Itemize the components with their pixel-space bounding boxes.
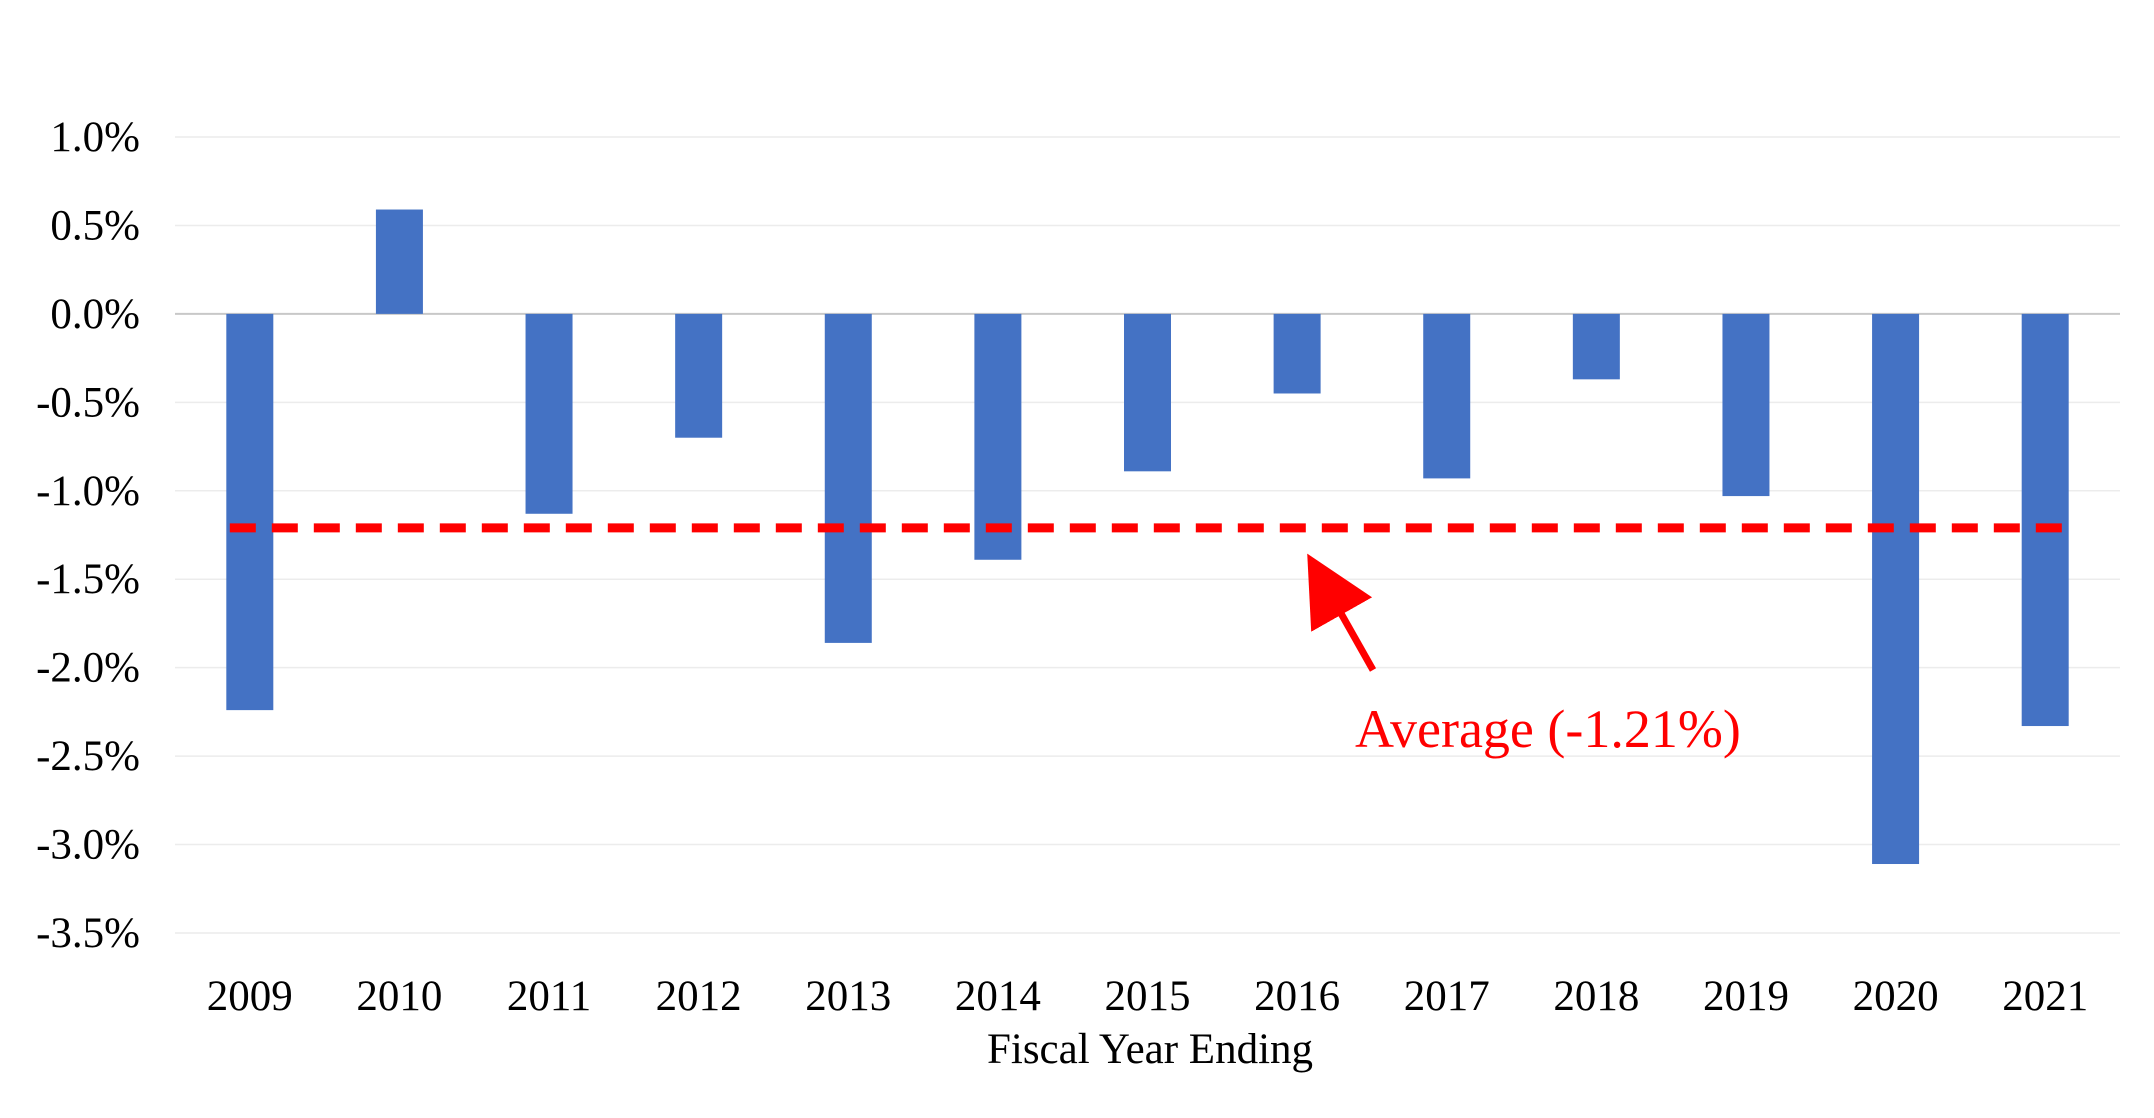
bar xyxy=(675,313,723,438)
x-tick-label: 2019 xyxy=(1703,973,1789,1020)
bar xyxy=(974,313,1022,560)
x-axis-title: Fiscal Year Ending xyxy=(987,1026,1313,1073)
x-tick-label: 2016 xyxy=(1254,973,1340,1020)
y-tick-label: -0.5% xyxy=(36,379,140,426)
average-label: Average (-1.21%) xyxy=(1355,699,1741,759)
x-tick-label: 2018 xyxy=(1553,973,1639,1020)
y-tick-label: -3.5% xyxy=(36,910,140,957)
bar xyxy=(1273,313,1321,394)
bar xyxy=(226,313,274,711)
x-tick-label: 2012 xyxy=(656,973,742,1020)
y-tick-label: 1.0% xyxy=(50,114,140,161)
bar-series xyxy=(226,209,2069,865)
x-tick-label: 2020 xyxy=(1853,973,1939,1020)
bar xyxy=(525,313,573,514)
x-tick-label: 2013 xyxy=(805,973,891,1020)
x-tick-label: 2009 xyxy=(207,973,293,1020)
bar xyxy=(375,209,423,314)
average-overlay: Average (-1.21%) xyxy=(229,523,2066,759)
y-tick-label: -2.5% xyxy=(36,733,140,780)
x-axis: 2009 2010 2011 2012 2013 2014 2015 2016 2017 2018… xyxy=(207,973,2088,1020)
bar xyxy=(1872,313,1920,865)
x-tick-label: 2017 xyxy=(1404,973,1490,1020)
y-tick-label: -3.0% xyxy=(36,822,140,869)
bar xyxy=(1572,313,1620,380)
y-tick-label: 0.5% xyxy=(50,202,140,249)
x-tick-label: 2011 xyxy=(507,973,591,1020)
bar xyxy=(824,313,872,643)
bar xyxy=(1423,313,1471,479)
y-axis: 1.0% 0.5% 0.0% -0.5% -1.0% -1.5% -2.0% -2.5% -3.… xyxy=(36,114,140,957)
x-tick-label: 2010 xyxy=(356,973,442,1020)
x-tick-label: 2015 xyxy=(1105,973,1191,1020)
bar xyxy=(1722,313,1770,497)
y-tick-label: -1.0% xyxy=(36,468,140,515)
y-tick-label: -2.0% xyxy=(36,645,140,692)
average-arrow xyxy=(1307,553,1377,672)
y-tick-label: 0.0% xyxy=(50,291,140,338)
y-tick-label: -1.5% xyxy=(36,556,140,603)
gridlines xyxy=(175,136,2120,934)
bar xyxy=(1124,313,1171,472)
x-tick-label: 2021 xyxy=(2002,973,2088,1020)
bar xyxy=(2021,313,2069,727)
x-tick-label: 2014 xyxy=(955,973,1041,1020)
